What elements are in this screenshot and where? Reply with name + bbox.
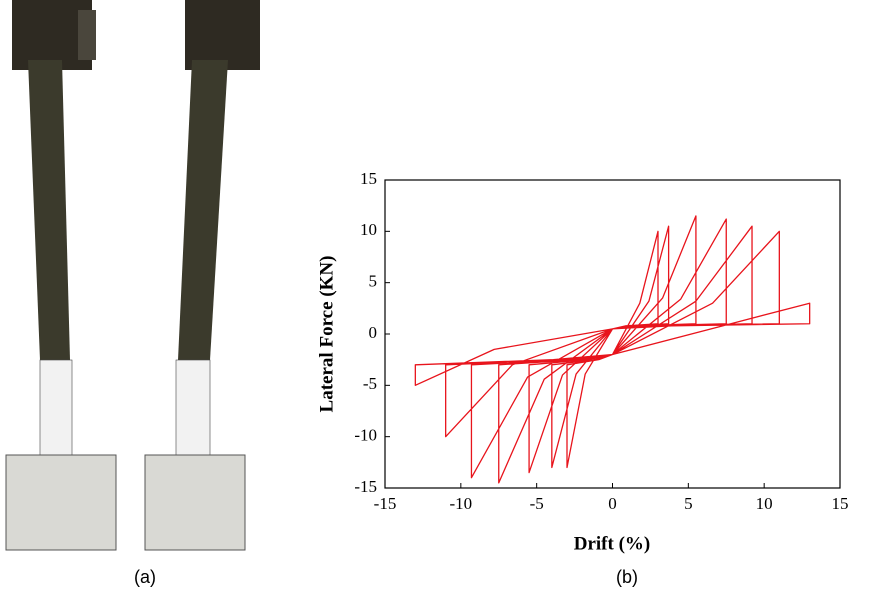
photo — [5, 0, 260, 551]
y-tick-label: -15 — [354, 477, 377, 496]
x-tick-label: 10 — [756, 494, 773, 513]
hysteresis-curve — [414, 215, 811, 484]
y-tick-label: 15 — [360, 169, 377, 188]
caption: (a) — [134, 567, 156, 587]
photo-block — [185, 0, 260, 70]
photo-block — [78, 10, 96, 60]
x-tick-label: -15 — [374, 494, 397, 513]
x-tick-label: 15 — [832, 494, 849, 513]
y-tick-label: -5 — [363, 374, 377, 393]
y-tick-label: 10 — [360, 220, 377, 239]
x-tick-label: -5 — [530, 494, 544, 513]
y-axis-title: Lateral Force (KN) — [316, 256, 337, 413]
photo-mesh — [39, 359, 73, 461]
y-tick-label: -10 — [354, 426, 377, 445]
photo-column — [178, 60, 228, 360]
x-tick-label: -10 — [449, 494, 472, 513]
x-tick-label: 0 — [608, 494, 617, 513]
photo-column — [28, 60, 70, 360]
x-tick-label: 5 — [684, 494, 693, 513]
photo-base — [144, 454, 246, 551]
x-axis-title: Drift (%) — [574, 533, 651, 554]
photo-base — [5, 454, 117, 551]
y-tick-label: 5 — [369, 272, 378, 291]
photo-mesh — [175, 359, 211, 461]
caption: (b) — [616, 567, 638, 587]
plot-frame — [384, 179, 841, 489]
y-tick-label: 0 — [369, 323, 378, 342]
